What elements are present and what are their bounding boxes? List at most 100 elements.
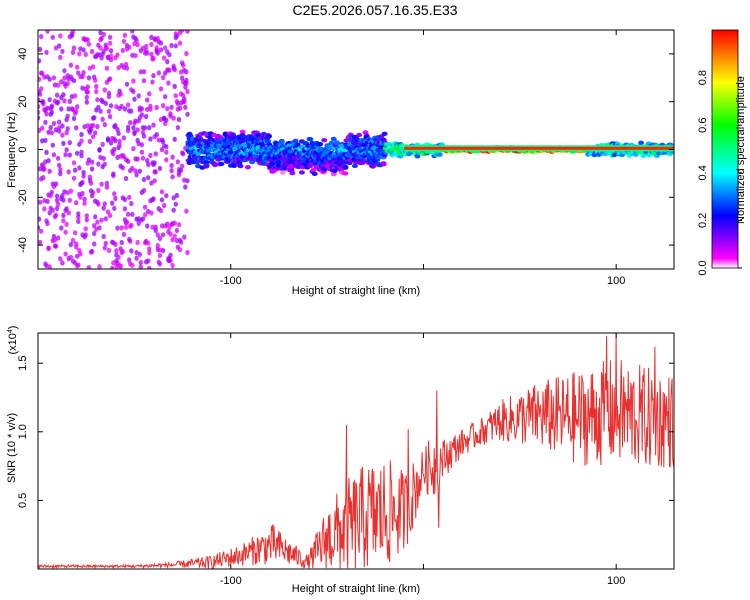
heatmap-cell: [97, 225, 102, 231]
heatmap-cell: [158, 47, 164, 53]
y-tick-label: -40: [17, 237, 29, 253]
heatmap-cell: [107, 40, 113, 46]
heatmap-cell: [71, 160, 77, 166]
heatmap-cell: [70, 30, 76, 35]
heatmap-cell: [89, 159, 95, 165]
heatmap-cell: [138, 259, 143, 266]
heatmap-cell: [74, 241, 79, 247]
heatmap-cell: [149, 180, 154, 186]
heatmap-cell: [321, 167, 328, 172]
snr-multiplier-base: (x10: [7, 333, 19, 354]
heatmap-cell: [174, 33, 180, 39]
heatmap-cell: [121, 135, 127, 141]
heatmap-cell: [75, 104, 80, 110]
heatmap-cell: [55, 99, 61, 105]
heatmap-cell: [65, 113, 70, 119]
heatmap-cell: [133, 53, 138, 59]
heatmap-cell: [157, 235, 163, 242]
heatmap-cell: [119, 103, 124, 109]
heatmap-cell: [112, 146, 117, 152]
heatmap-cell: [121, 231, 127, 237]
heatmap-cell: [38, 58, 42, 64]
heatmap-cell: [119, 225, 124, 231]
heatmap-cell: [249, 159, 256, 165]
heatmap-cell: [50, 34, 55, 40]
heatmap-cell: [125, 128, 131, 134]
heatmap-cell: [159, 223, 165, 229]
heatmap-cell: [40, 70, 45, 76]
spectrogram-y-ticks: -40 -20 0 20 40: [17, 48, 674, 253]
heatmap-cell: [362, 130, 369, 135]
heatmap-cell: [129, 108, 134, 114]
heatmap-cell: [57, 162, 62, 168]
heatmap-cell: [173, 201, 178, 207]
heatmap-cell: [68, 188, 74, 194]
heatmap-cell: [158, 40, 164, 46]
heatmap-cell: [115, 52, 120, 58]
heatmap-cell: [97, 264, 102, 269]
heatmap-cell: [146, 161, 151, 168]
heatmap-cell: [170, 174, 175, 180]
heatmap-cell: [97, 147, 102, 153]
heatmap-cell: [141, 69, 147, 75]
heatmap-cell: [63, 251, 68, 257]
heatmap-cell: [150, 224, 155, 230]
y-tick-label: 1.5: [17, 356, 29, 371]
heatmap-cell: [107, 34, 113, 40]
heatmap-cell: [96, 201, 101, 207]
heatmap-cell: [269, 161, 276, 167]
heatmap-cell: [47, 264, 52, 269]
heatmap-cell: [60, 193, 65, 199]
heatmap-cell: [102, 201, 108, 207]
colorbar: 0.0 0.2 0.4 0.6 0.8 Normalized spectral ampl…: [697, 29, 747, 276]
heatmap-cell: [155, 243, 160, 249]
heatmap-cell: [85, 89, 91, 95]
heatmap-cell: [149, 41, 154, 48]
x-tick-label: -100: [220, 575, 242, 587]
heatmap-cell: [45, 30, 50, 34]
heatmap-cell: [143, 43, 149, 50]
heatmap-cell: [185, 30, 190, 34]
x-tick-label: 100: [607, 575, 625, 587]
heatmap-cell: [86, 41, 92, 47]
heatmap-cell: [108, 56, 114, 63]
heatmap-cell: [110, 200, 115, 206]
heatmap-cell: [184, 50, 189, 57]
heatmap-cell: [167, 52, 172, 58]
snr-panel: -100 100 0.5 1.0 1.5 Height of straight lin…: [6, 326, 675, 595]
heatmap-cell: [321, 138, 328, 143]
heatmap-cell: [80, 179, 85, 185]
heatmap-cell: [153, 227, 158, 233]
heatmap-cell: [123, 224, 129, 230]
heatmap-cell: [66, 210, 71, 216]
heatmap-cell: [45, 105, 50, 111]
heatmap-cell: [55, 235, 61, 241]
heatmap-cell: [128, 120, 133, 126]
heatmap-cell: [77, 51, 82, 57]
heatmap-cell: [147, 125, 152, 131]
heatmap-cell: [38, 109, 41, 115]
heatmap-cell: [147, 246, 152, 252]
heatmap-cell: [59, 225, 64, 231]
heatmap-cell: [42, 166, 47, 172]
heatmap-cell: [140, 155, 146, 161]
heatmap-cell: [99, 181, 104, 187]
heatmap-cell: [75, 253, 80, 259]
snr-multiplier-label: (x104): [7, 326, 19, 355]
heatmap-cell: [47, 168, 52, 174]
heatmap-cell: [102, 122, 108, 128]
heatmap-cell: [81, 47, 86, 53]
heatmap-cell: [120, 165, 126, 171]
heatmap-cell: [145, 106, 150, 112]
heatmap-cell: [131, 125, 136, 131]
heatmap-cell: [132, 96, 137, 102]
heatmap-cell: [175, 100, 181, 107]
heatmap-cell: [142, 204, 148, 210]
heatmap-cell: [165, 59, 170, 65]
colorbar-ticks: 0.0 0.2 0.4 0.6 0.8: [697, 70, 742, 276]
heatmap-cell: [112, 191, 117, 197]
heatmap-cell: [164, 149, 169, 155]
snr-y-ticks: 0.5 1.0 1.5: [17, 356, 674, 508]
heatmap-cell: [170, 262, 175, 269]
heatmap-cell: [185, 88, 190, 95]
